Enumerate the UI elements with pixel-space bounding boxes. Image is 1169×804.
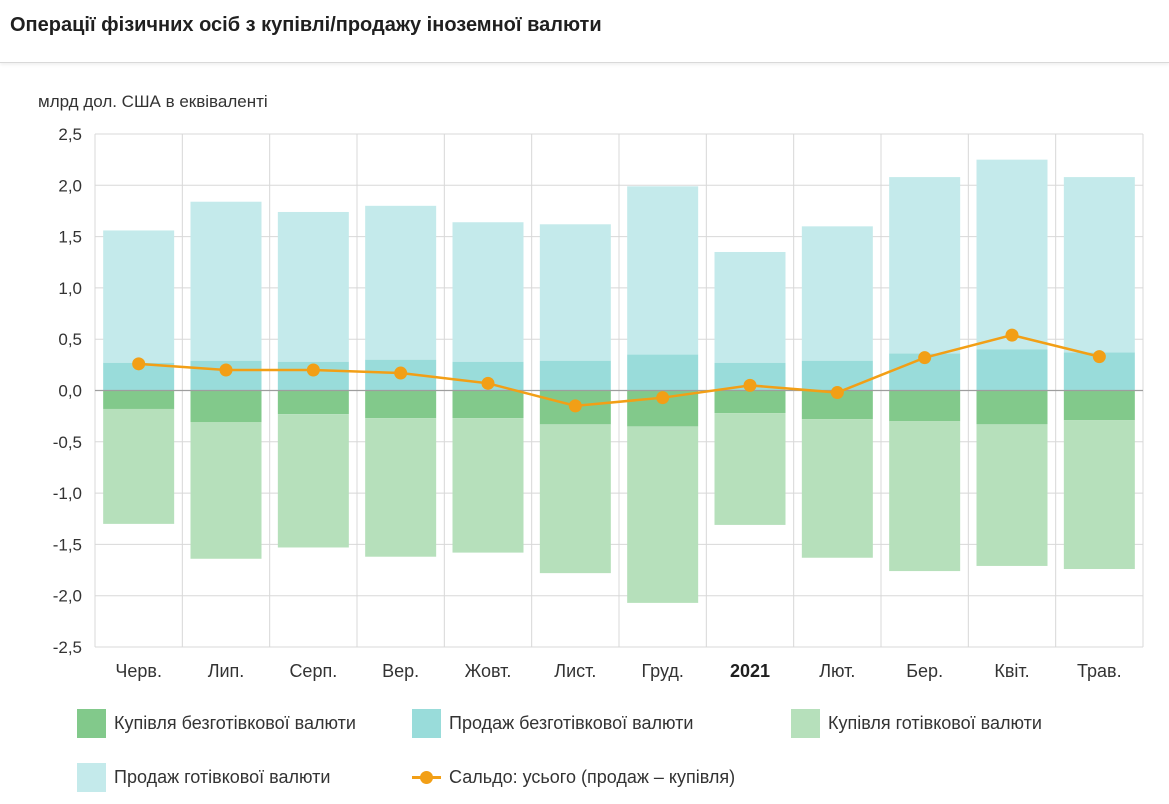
balance-point <box>219 363 233 377</box>
bar-sell-cash <box>103 230 175 363</box>
bar-buy-cash <box>889 421 961 572</box>
bar-buy-cash <box>976 424 1048 566</box>
y-tick-label: 0,5 <box>58 330 82 349</box>
bar-buy-noncash <box>103 390 175 409</box>
bar-buy-noncash <box>714 390 786 414</box>
legend-swatch <box>412 708 441 738</box>
y-tick-label: -0,5 <box>53 433 82 452</box>
legend-item[interactable]: Продаж готівкової валюти <box>77 762 330 792</box>
bar-buy-noncash <box>365 390 437 419</box>
bar-buy-noncash <box>277 390 349 415</box>
legend-label: Продаж готівкової валюти <box>114 766 331 787</box>
y-tick-label: 1,5 <box>58 228 82 247</box>
legend-label: Купівля безготівкової валюти <box>114 712 356 733</box>
x-tick-label: Груд. <box>641 661 683 681</box>
bar-buy-noncash <box>889 390 961 422</box>
bar-sell-cash <box>976 159 1048 350</box>
x-tick-label: Серп. <box>289 661 337 681</box>
legend-item[interactable]: Купівля безготівкової валюти <box>77 708 356 738</box>
x-tick-label: Лип. <box>208 661 245 681</box>
y-tick-label: 2,0 <box>58 176 82 195</box>
bar-sell-cash <box>1063 177 1135 353</box>
balance-line-layer <box>132 328 1106 413</box>
x-tick-label: Лют. <box>819 661 855 681</box>
bar-buy-noncash <box>190 390 262 423</box>
x-tick-label: Трав. <box>1077 661 1122 681</box>
bar-buy-cash <box>365 418 437 557</box>
bar-buy-cash <box>801 419 873 558</box>
bar-sell-cash <box>365 205 437 360</box>
y-tick-label: -2,5 <box>53 638 82 657</box>
bar-sell-cash <box>539 224 611 361</box>
legend-label: Сальдо: усього (продаж – купівля) <box>449 766 736 787</box>
x-tick-label: Жовт. <box>465 661 512 681</box>
balance-point <box>306 363 320 377</box>
y-tick-label: -1,0 <box>53 484 82 503</box>
balance-point <box>394 366 408 380</box>
bar-sell-noncash <box>539 360 611 391</box>
balance-point <box>656 391 670 405</box>
bar-buy-cash <box>103 408 175 524</box>
legend-line-swatch <box>412 763 441 792</box>
balance-point <box>132 357 146 371</box>
balance-point <box>918 351 932 365</box>
y-tick-label: -2,0 <box>53 587 82 606</box>
legend-swatch <box>77 762 106 792</box>
balance-line <box>138 333 1100 408</box>
bar-buy-cash <box>452 418 524 553</box>
bars-layer <box>103 159 1135 603</box>
bar-sell-cash <box>190 201 262 361</box>
tick-labels-layer: 2,5 2,0 1,5 1,0 0,5 0,0 -0,5 -1,0 -1,5 -2,0 -2,5 Че… <box>53 125 1122 681</box>
bar-sell-cash <box>277 211 349 362</box>
balance-point <box>1092 350 1106 364</box>
bar-sell-cash <box>801 226 873 361</box>
x-tick-label: Квіт. <box>994 661 1029 681</box>
balance-point <box>830 386 844 400</box>
bar-buy-cash <box>1063 420 1135 570</box>
y-tick-label: 2,5 <box>58 125 82 144</box>
bar-sell-cash <box>627 186 699 355</box>
page-title: Операції фізичних осіб з купівлі/продажу… <box>10 14 602 36</box>
bar-sell-cash <box>889 177 961 354</box>
bar-buy-cash <box>627 426 699 603</box>
legend-swatch <box>77 708 106 738</box>
balance-point <box>481 376 495 390</box>
legend-swatch <box>791 708 820 738</box>
header-bar: Операції фізичних осіб з купівлі/продажу… <box>0 0 1169 63</box>
x-tick-label: 2021 <box>730 661 770 681</box>
bar-sell-cash <box>714 251 786 363</box>
legend-label: Продаж безготівкової валюти <box>449 712 694 733</box>
y-tick-label: 0,0 <box>58 382 82 401</box>
y-tick-label: -1,5 <box>53 535 82 554</box>
balance-point <box>1005 328 1019 342</box>
legend-item[interactable]: Продаж безготівкової валюти <box>412 708 693 738</box>
bar-buy-cash <box>539 424 611 574</box>
bar-buy-cash <box>190 422 262 559</box>
x-tick-label: Лист. <box>554 661 596 681</box>
bar-buy-cash <box>277 414 349 548</box>
bar-buy-noncash <box>976 390 1048 425</box>
bar-buy-cash <box>714 413 786 525</box>
x-tick-label: Вер. <box>382 661 419 681</box>
legend-item[interactable]: Сальдо: усього (продаж – купівля) <box>412 762 735 792</box>
bar-sell-cash <box>452 222 524 362</box>
bar-sell-noncash <box>976 349 1048 391</box>
bar-buy-noncash <box>1063 390 1135 421</box>
bar-buy-noncash <box>452 390 524 419</box>
legend-item[interactable]: Купівля готівкової валюти <box>791 708 1042 738</box>
legend-label: Купівля готівкової валюти <box>828 712 1042 733</box>
y-tick-label: 1,0 <box>58 279 82 298</box>
bar-sell-noncash <box>801 360 873 391</box>
balance-point <box>568 399 582 413</box>
balance-point <box>743 378 757 392</box>
x-tick-label: Бер. <box>906 661 943 681</box>
x-tick-label: Черв. <box>115 661 162 681</box>
y-axis-label: млрд дол. США в еквіваленті <box>38 92 268 111</box>
stacked-bar-chart: 2,5 2,0 1,5 1,0 0,5 0,0 -0,5 -1,0 -1,5 -2,0 -2,5 Че… <box>53 125 1144 681</box>
bar-sell-noncash <box>627 354 699 391</box>
